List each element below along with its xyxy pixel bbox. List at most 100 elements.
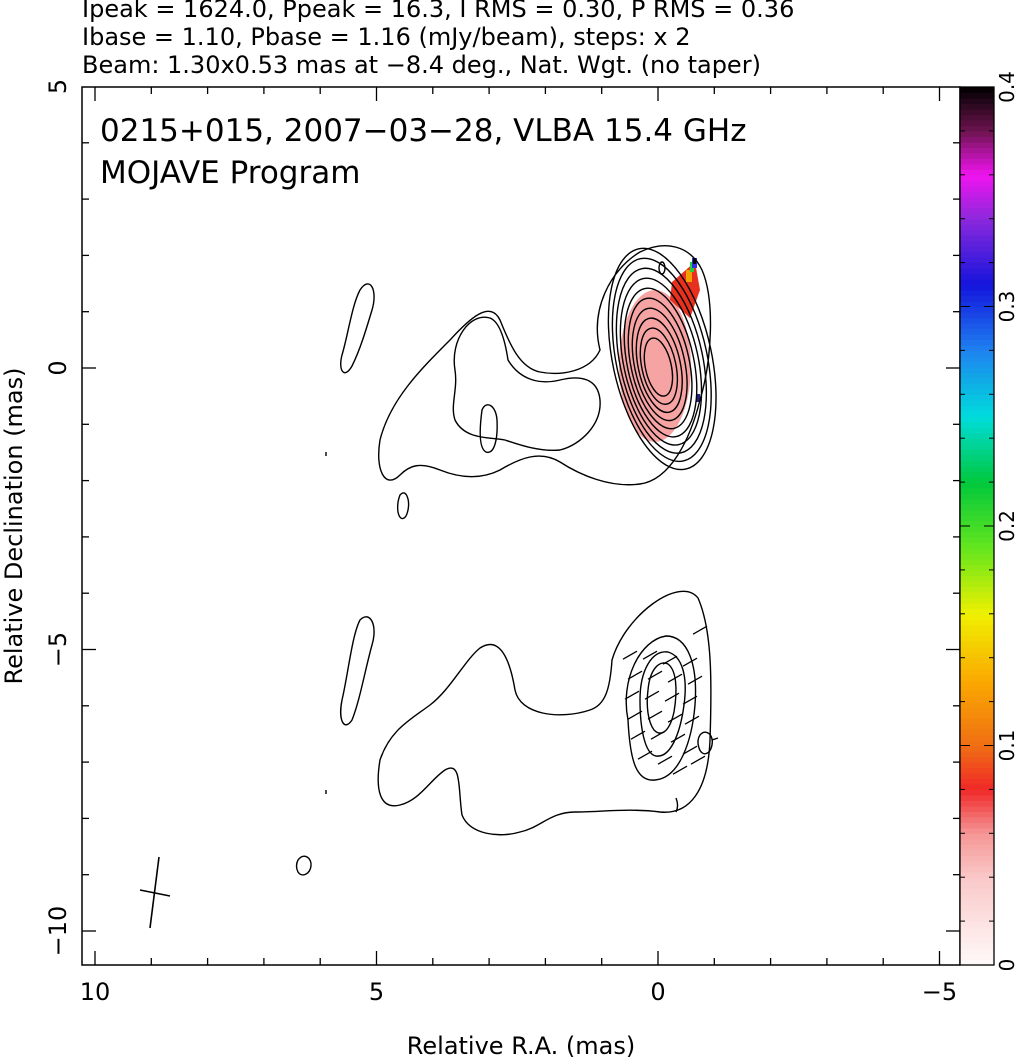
colorbar-band [960, 893, 994, 900]
colorbar-band [960, 811, 994, 818]
colorbar-band [960, 328, 994, 335]
colorbar-band [960, 202, 994, 209]
colorbar-band [960, 668, 994, 675]
colorbar-band [960, 235, 994, 242]
colorbar-band [960, 443, 994, 450]
colorbar-band [960, 262, 994, 269]
y-tick-label: 0 [44, 360, 72, 375]
colorbar-band [960, 526, 994, 533]
evpa-tick [647, 710, 663, 720]
evpa-ticks [622, 625, 708, 775]
colorbar-band [960, 174, 994, 181]
colorbar-band [960, 405, 994, 412]
colorbar-band [960, 657, 994, 664]
core-knot-contour [658, 261, 666, 275]
colorbar-band [960, 696, 994, 703]
colorbar-band [960, 103, 994, 110]
colorbar-band [960, 383, 994, 390]
colorbar-band [960, 767, 994, 774]
colorbar-band [960, 877, 994, 884]
colorbar-band [960, 87, 994, 94]
evpa-tick [670, 733, 686, 743]
colorbar-band [960, 569, 994, 576]
colorbar-band [960, 268, 994, 275]
colorbar-band [960, 295, 994, 302]
colorbar-band [960, 92, 994, 99]
pol-contours-lower [295, 590, 719, 876]
evpa-tick [650, 730, 666, 740]
evpa-tick [682, 695, 698, 705]
colorbar-band [960, 816, 994, 823]
colorbar-band [960, 794, 994, 801]
colorbar-band [960, 624, 994, 631]
colorbar-band [960, 163, 994, 170]
colorbar-band [960, 783, 994, 790]
y-tick-label: 5 [44, 79, 72, 94]
x-tick-labels: 10 5 0 −5 [80, 978, 957, 1006]
colorbar-band [960, 888, 994, 895]
evpa-tick [682, 657, 698, 667]
evpa-tick [627, 670, 643, 680]
evpa-tick [687, 675, 703, 685]
colorbar-band [960, 948, 994, 955]
colorbar-band [960, 575, 994, 582]
colorbar-tick-label: 0 [995, 959, 1019, 972]
evpa-tick [647, 670, 663, 680]
colorbar-band [960, 504, 994, 511]
colorbar-band [960, 361, 994, 368]
colorbar-band [960, 674, 994, 681]
colorbar-band [960, 580, 994, 587]
colorbar-band [960, 827, 994, 834]
colorbar-band [960, 372, 994, 379]
evpa-tick [684, 715, 700, 725]
plot-frame [81, 86, 961, 966]
colorbar-band [960, 108, 994, 116]
colorbar-band [960, 284, 994, 291]
colorbar-band [960, 652, 994, 659]
colorbar-band [960, 542, 994, 549]
colorbar-band [960, 712, 994, 719]
colorbar-band [960, 729, 994, 736]
frame-ticks [82, 87, 960, 965]
colorbar-band [960, 207, 994, 214]
y-tick-label: −10 [44, 906, 72, 957]
evpa-tick [657, 755, 673, 765]
colorbar-band [960, 251, 994, 258]
colorbar-band [960, 882, 994, 889]
colorbar-band [960, 723, 994, 730]
colorbar-band [960, 273, 994, 280]
colorbar-band [960, 926, 994, 933]
evpa-tick [630, 730, 646, 740]
core-contour [619, 277, 703, 446]
core-contour [623, 287, 698, 438]
colorbar-band [960, 290, 994, 297]
colorbar-band [960, 536, 994, 544]
colorbar-band [960, 800, 994, 807]
header-line-3: Beam: 1.30x0.53 mas at −8.4 deg., Nat. W… [82, 51, 761, 79]
evpa-tick [622, 650, 638, 660]
colorbar-band [960, 191, 994, 198]
header-line-2: Ibase = 1.10, Pbase = 1.16 (mJy/beam), s… [82, 23, 691, 51]
colorbar-band [960, 224, 994, 231]
colorbar-band [960, 547, 994, 555]
colorbar-band [960, 454, 994, 461]
colorbar-band [960, 493, 994, 500]
colorbar-tick-label: 0.3 [995, 291, 1019, 323]
colorbar-band [960, 833, 994, 840]
colorbar-band [960, 432, 994, 439]
colorbar-band [960, 641, 994, 648]
colorbar-band [960, 745, 994, 752]
core-contours [607, 247, 717, 471]
colorbar-band [960, 860, 994, 867]
colorbar-band [960, 608, 994, 615]
colorbar-band [960, 685, 994, 692]
colorbar-band [960, 125, 994, 132]
colorbar-band [960, 646, 994, 653]
colorbar-band [960, 229, 994, 236]
colorbar-band [960, 498, 994, 505]
colorbar-band [960, 943, 994, 950]
colorbar-band [960, 311, 994, 319]
colorbar-band [960, 147, 994, 154]
y-tick-labels: 5 0 −5 −10 [44, 79, 72, 956]
colorbar-band [960, 772, 994, 780]
